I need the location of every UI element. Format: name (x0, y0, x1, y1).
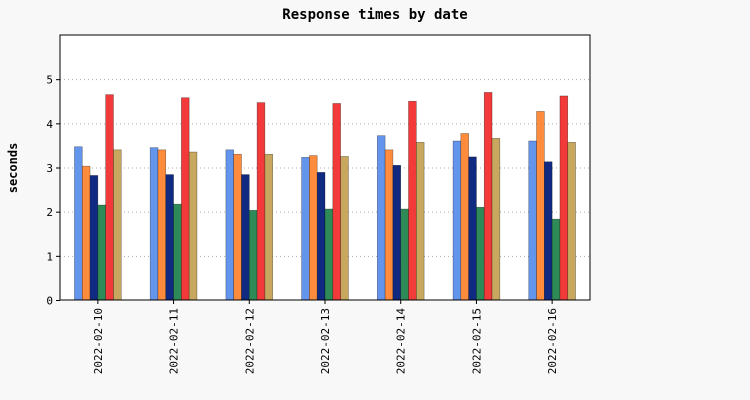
bar (384, 149, 394, 301)
bar (491, 138, 501, 301)
bar (248, 210, 258, 301)
axes: 0 1 2 3 4 5 2022-02-10 2022-02-11 2022-02-12 2022… (46, 34, 591, 375)
bar (340, 156, 349, 301)
bar (377, 135, 386, 301)
x-tick-label: 2022-02-15 (470, 308, 483, 374)
bar (97, 204, 106, 301)
plot-border (59, 34, 591, 301)
bar (483, 92, 493, 301)
bar (113, 149, 122, 301)
bar (528, 140, 537, 301)
y-tick-label: 3 (46, 162, 53, 175)
bar (416, 142, 425, 301)
bar (89, 175, 99, 301)
bars (74, 92, 576, 301)
y-tick-label: 2 (46, 206, 53, 219)
y-axis-label: seconds (6, 143, 20, 194)
y-tick-label: 1 (46, 250, 53, 263)
chart-title: Response times by date (282, 7, 467, 23)
bar (452, 140, 462, 301)
bar (264, 153, 273, 301)
x-tick-label: 2022-02-13 (319, 308, 332, 374)
bar (241, 174, 250, 301)
y-tick-label: 4 (46, 118, 53, 131)
bar (256, 102, 266, 301)
x-tick-label: 2022-02-14 (395, 308, 408, 375)
bar (476, 206, 485, 301)
x-tick-label: 2022-02-12 (243, 308, 256, 374)
bar (408, 100, 417, 301)
bar (157, 149, 167, 301)
bar (460, 133, 469, 301)
bar (392, 164, 402, 301)
x-tick-label: 2022-02-10 (92, 308, 105, 374)
bar (309, 155, 318, 301)
bar (567, 142, 576, 301)
bar (233, 153, 242, 301)
bar (400, 208, 409, 301)
bar (536, 111, 545, 301)
bar (81, 165, 91, 301)
bar (149, 147, 159, 301)
bar (188, 151, 198, 301)
x-tick-label: 2022-02-11 (168, 308, 181, 374)
bar (544, 161, 553, 301)
y-tick-label: 0 (46, 295, 53, 308)
bar (301, 157, 310, 301)
bar (105, 94, 114, 301)
bar (559, 95, 569, 301)
bar (181, 97, 190, 301)
bar (324, 208, 334, 301)
bar (173, 203, 182, 301)
bar (165, 174, 174, 301)
x-tick-label: 2022-02-16 (546, 308, 559, 374)
bar (468, 156, 477, 301)
bar (551, 218, 561, 301)
bar (316, 172, 326, 301)
bar (74, 146, 83, 301)
bar (332, 103, 341, 301)
y-tick-label: 5 (46, 74, 53, 87)
bar (225, 149, 234, 301)
